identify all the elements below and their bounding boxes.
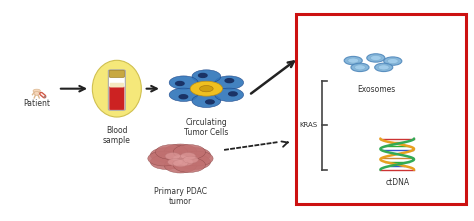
Ellipse shape bbox=[92, 60, 141, 117]
Circle shape bbox=[370, 55, 381, 61]
Ellipse shape bbox=[34, 91, 39, 95]
Circle shape bbox=[200, 86, 213, 92]
Circle shape bbox=[374, 63, 393, 72]
Circle shape bbox=[183, 156, 198, 163]
Circle shape bbox=[175, 82, 184, 86]
Circle shape bbox=[164, 158, 197, 173]
Circle shape bbox=[199, 73, 207, 77]
FancyBboxPatch shape bbox=[109, 70, 124, 77]
Circle shape bbox=[164, 144, 197, 159]
Circle shape bbox=[173, 160, 188, 167]
Circle shape bbox=[181, 151, 213, 166]
Circle shape bbox=[348, 58, 359, 63]
Circle shape bbox=[355, 65, 365, 70]
Circle shape bbox=[178, 147, 210, 162]
Circle shape bbox=[148, 151, 180, 166]
Circle shape bbox=[169, 88, 198, 101]
Circle shape bbox=[225, 79, 234, 83]
Text: Blood
sample: Blood sample bbox=[103, 126, 131, 145]
FancyBboxPatch shape bbox=[109, 70, 125, 110]
Circle shape bbox=[181, 153, 196, 160]
Text: Primary PDAC
tumor: Primary PDAC tumor bbox=[154, 187, 207, 206]
Circle shape bbox=[367, 54, 385, 62]
Circle shape bbox=[179, 95, 188, 99]
Bar bbox=[296, 15, 465, 204]
Circle shape bbox=[164, 151, 197, 166]
Circle shape bbox=[150, 154, 182, 170]
Circle shape bbox=[173, 155, 188, 162]
Circle shape bbox=[351, 63, 369, 72]
Circle shape bbox=[173, 158, 205, 172]
Circle shape bbox=[344, 56, 362, 65]
Circle shape bbox=[215, 76, 244, 89]
Circle shape bbox=[215, 88, 244, 101]
Circle shape bbox=[387, 59, 398, 64]
FancyBboxPatch shape bbox=[110, 83, 124, 88]
Circle shape bbox=[165, 153, 181, 160]
FancyBboxPatch shape bbox=[109, 86, 124, 110]
Circle shape bbox=[378, 65, 389, 70]
Text: KRAS: KRAS bbox=[300, 122, 318, 128]
Circle shape bbox=[206, 100, 214, 104]
Circle shape bbox=[178, 154, 210, 170]
Circle shape bbox=[190, 81, 222, 96]
Circle shape bbox=[192, 70, 221, 83]
Circle shape bbox=[155, 145, 188, 160]
Circle shape bbox=[33, 89, 40, 93]
Circle shape bbox=[173, 145, 205, 160]
Text: Patient: Patient bbox=[23, 99, 50, 108]
Circle shape bbox=[228, 92, 237, 96]
Circle shape bbox=[178, 158, 193, 166]
Circle shape bbox=[384, 57, 402, 65]
Circle shape bbox=[169, 76, 198, 89]
Circle shape bbox=[150, 147, 182, 162]
Text: Exosomes: Exosomes bbox=[357, 85, 395, 94]
Text: ctDNA: ctDNA bbox=[385, 178, 409, 187]
Circle shape bbox=[192, 94, 221, 108]
Circle shape bbox=[168, 158, 183, 166]
Text: Circulating
Tumor Cells: Circulating Tumor Cells bbox=[184, 118, 228, 137]
